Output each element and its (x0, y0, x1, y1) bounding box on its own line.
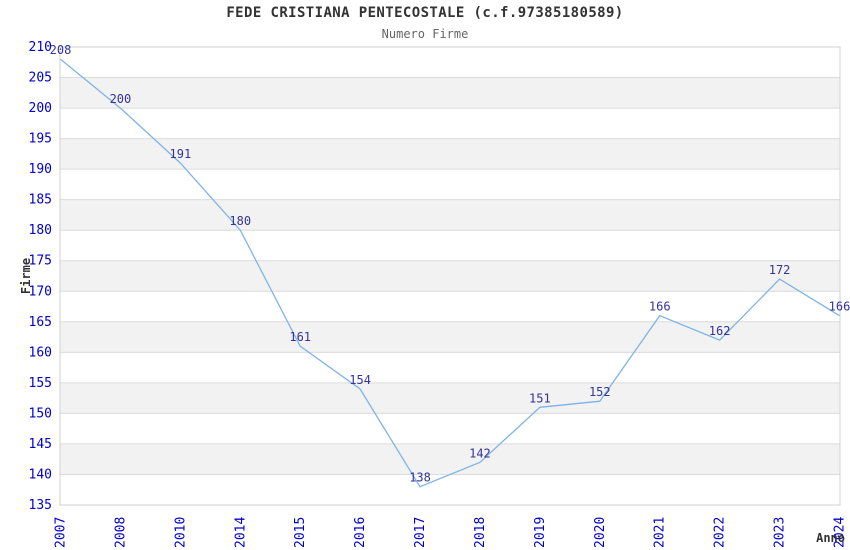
x-tick-label: 2015 (293, 517, 308, 548)
y-tick-label: 200 (29, 101, 52, 116)
plot-band (60, 443, 840, 475)
y-tick-label: 140 (29, 467, 52, 482)
x-tick-label: 2016 (353, 517, 368, 548)
x-tick-label: 2023 (773, 517, 788, 548)
data-label: 180 (229, 214, 251, 228)
plot-band (60, 199, 840, 231)
x-tick-label: 2014 (233, 517, 248, 548)
chart-subtitle: Numero Firme (381, 27, 469, 41)
plot-border (59, 46, 841, 506)
y-tick-label: 185 (29, 193, 52, 208)
plot-band (60, 260, 840, 292)
x-axis-title: Anno (816, 531, 845, 545)
plot-band (60, 77, 840, 109)
x-tick-label: 2010 (173, 517, 188, 548)
x-tick-label: 2019 (533, 517, 548, 548)
data-label: 166 (649, 300, 671, 314)
chart-title: FEDE CRISTIANA PENTECOSTALE (c.f.9738518… (226, 5, 624, 21)
data-label: 191 (170, 147, 192, 161)
y-tick-label: 165 (29, 315, 52, 330)
x-tick-label: 2021 (653, 517, 668, 548)
y-tick-label: 155 (29, 376, 52, 391)
y-tick-label: 210 (29, 40, 52, 55)
data-label: 200 (110, 92, 132, 106)
y-tick-label: 180 (29, 223, 52, 238)
y-tick-label: 160 (29, 345, 52, 360)
y-tick-label: 175 (29, 254, 52, 269)
y-tick-label: 195 (29, 132, 52, 147)
x-tick-label: 2024 (833, 517, 848, 548)
y-tick-label: 145 (29, 437, 52, 452)
plot-band (60, 138, 840, 170)
x-tick-label: 2018 (473, 517, 488, 548)
data-label: 208 (50, 43, 72, 57)
data-label: 162 (709, 324, 731, 338)
data-label: 152 (589, 385, 611, 399)
data-label: 172 (769, 263, 791, 277)
data-label: 151 (529, 391, 551, 405)
x-tick-label: 2020 (593, 517, 608, 548)
x-tick-label: 2008 (113, 517, 128, 548)
data-label: 154 (349, 373, 371, 387)
series-line (60, 58, 840, 488)
y-axis-title: Firme (19, 258, 33, 294)
y-tick-label: 150 (29, 406, 52, 421)
y-tick-label: 135 (29, 498, 52, 513)
y-tick-label: 170 (29, 284, 52, 299)
y-tick-label: 205 (29, 71, 52, 86)
x-tick-label: 2007 (54, 517, 69, 548)
plot-band (60, 321, 840, 353)
data-label: 142 (469, 446, 491, 460)
x-tick-label: 2022 (713, 517, 728, 548)
x-tick-label: 2017 (413, 517, 428, 548)
plot-band (60, 382, 840, 414)
data-label: 138 (409, 471, 431, 485)
data-label: 166 (829, 300, 850, 314)
y-tick-label: 190 (29, 162, 52, 177)
data-label: 161 (289, 330, 311, 344)
